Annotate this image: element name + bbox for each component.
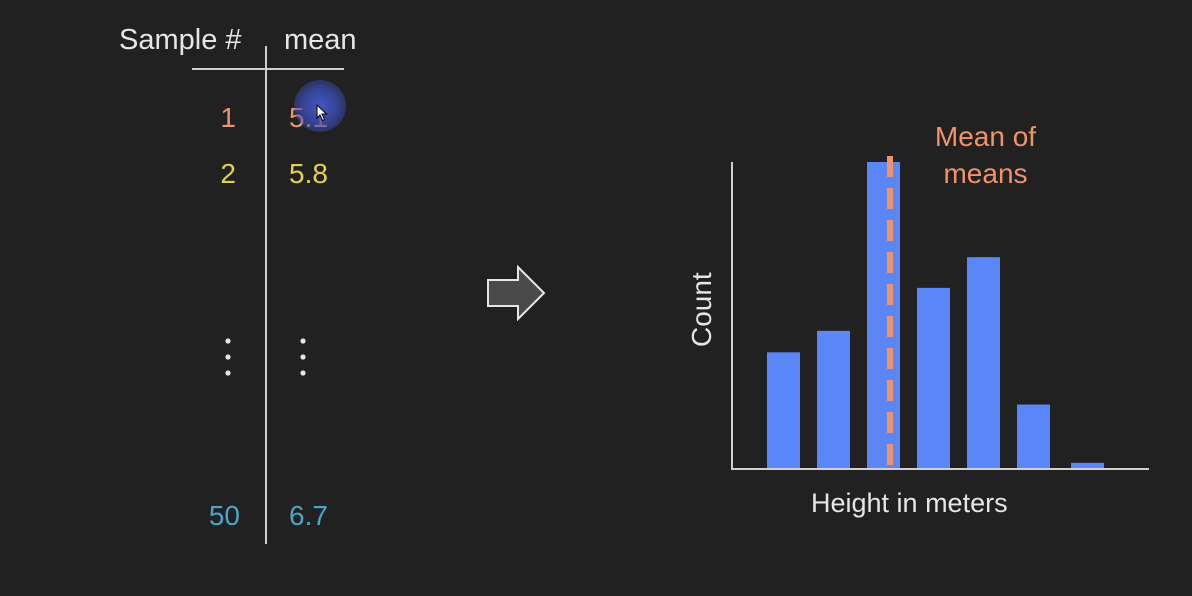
row-50-mean: 6.7 bbox=[289, 500, 328, 531]
histogram-bar-7 bbox=[1071, 462, 1104, 469]
cursor-highlight bbox=[294, 80, 346, 132]
annotation-line-2: means bbox=[943, 158, 1028, 189]
bars-group bbox=[767, 162, 1104, 469]
x-axis-label: Height in meters bbox=[811, 488, 1008, 518]
histogram-bar-5 bbox=[967, 257, 1000, 469]
mouse-pointer-icon bbox=[316, 103, 328, 127]
histogram-chart bbox=[720, 124, 1160, 485]
row-2-sample: 2 bbox=[220, 158, 236, 189]
header-sample-number: Sample # bbox=[119, 24, 242, 56]
sample-ellipsis bbox=[220, 337, 236, 384]
histogram-bar-3 bbox=[867, 162, 900, 469]
histogram-bar-6 bbox=[1017, 404, 1050, 469]
header-mean: mean bbox=[284, 24, 357, 56]
annotation-line-1: Mean of bbox=[934, 121, 1037, 152]
mean-of-means-annotation: Mean of means bbox=[928, 118, 1043, 192]
row-1-sample: 1 bbox=[220, 102, 236, 133]
histogram-bar-1 bbox=[767, 352, 800, 469]
row-2-mean: 5.8 bbox=[289, 158, 328, 189]
histogram-bar-4 bbox=[917, 287, 950, 469]
histogram-bar-2 bbox=[817, 330, 850, 469]
right-arrow-icon bbox=[486, 264, 548, 326]
column-divider bbox=[265, 46, 267, 544]
row-50-sample: 50 bbox=[208, 500, 240, 531]
header-divider bbox=[192, 68, 344, 70]
mean-ellipsis bbox=[295, 337, 311, 384]
histogram-svg bbox=[731, 124, 1149, 470]
y-axis-label: Count bbox=[686, 272, 717, 347]
